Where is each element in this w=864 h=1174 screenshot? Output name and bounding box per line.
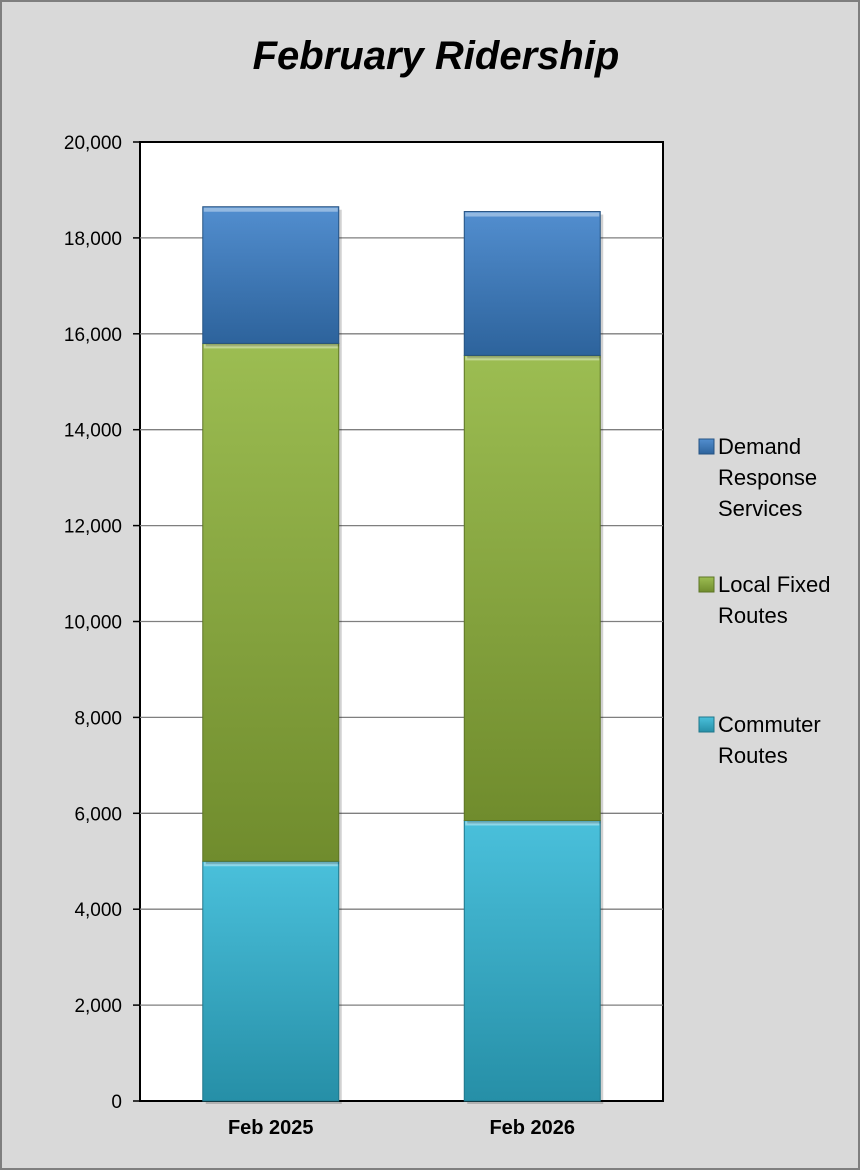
y-tick-label: 10,000 <box>64 613 122 634</box>
bar-segment <box>463 354 601 821</box>
bar-segment <box>463 819 601 1102</box>
legend-label: Response <box>718 465 817 490</box>
legend-swatch <box>698 438 715 455</box>
y-tick-label: 6,000 <box>74 804 122 825</box>
bar-highlight <box>203 344 338 349</box>
legend-swatch <box>698 716 715 733</box>
legend-swatch <box>698 576 715 593</box>
bar-highlight <box>203 207 338 212</box>
legend-label: Commuter <box>718 712 821 737</box>
x-tick-label: Feb 2025 <box>228 1117 314 1139</box>
y-axis: 0 2,000 4,000 6,000 8,000 10,000 12,000 14,000 1… <box>64 133 140 1113</box>
legend-label: Local Fixed <box>718 572 831 597</box>
y-tick-label: 0 <box>111 1092 122 1113</box>
bars <box>202 206 604 1104</box>
legend: Demand Response Services Local Fixed Routes C… <box>698 434 831 768</box>
legend-label: Demand <box>718 434 801 459</box>
chart-title: February Ridership <box>253 34 620 78</box>
y-tick-label: 20,000 <box>64 133 122 154</box>
y-tick-label: 18,000 <box>64 229 122 250</box>
bar-segment <box>463 211 601 356</box>
legend-label: Routes <box>718 603 788 628</box>
legend-label: Routes <box>718 743 788 768</box>
y-tick-label: 16,000 <box>64 325 122 346</box>
bar-highlight <box>203 862 338 867</box>
bar-highlight <box>465 212 600 217</box>
bar-segment <box>202 206 340 344</box>
y-tick-label: 8,000 <box>74 708 122 729</box>
bar-highlight <box>465 356 600 361</box>
bar-segment <box>202 342 340 862</box>
y-tick-label: 4,000 <box>74 900 122 921</box>
y-tick-label: 14,000 <box>64 421 122 442</box>
y-tick-label: 12,000 <box>64 517 122 538</box>
bar-segment <box>202 860 340 1102</box>
y-tick-label: 2,000 <box>74 996 122 1017</box>
bar-highlight <box>465 821 600 826</box>
legend-label: Services <box>718 496 802 521</box>
x-axis: Feb 2025 Feb 2026 <box>228 1117 575 1139</box>
x-tick-label: Feb 2026 <box>489 1117 575 1139</box>
